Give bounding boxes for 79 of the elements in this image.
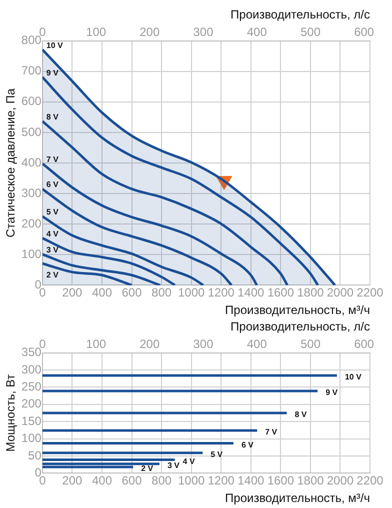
series-label: 10 V [46,40,64,50]
y-tick-label: 100 [21,431,42,446]
x-tick-label: 2200 [356,286,384,300]
line-series [42,253,162,286]
x-tick-label: 600 [122,474,142,488]
x2-tick-label: 100 [86,24,106,39]
x-axis-title: Производительность, м³/ч [225,491,370,506]
series-label: 4 V [46,229,60,238]
x-axis-title: Производительность, м³/ч [225,303,370,318]
x-tick-label: 1400 [238,474,265,488]
x-tick-label: 600 [122,286,142,300]
y-tick-label: 200 [21,216,42,230]
series-label: 3 V [46,246,60,255]
y-tick-label: 600 [21,94,42,108]
series-label: 3 V [167,461,180,470]
series-label: 2 V [141,464,154,474]
y-tick-label: 400 [21,155,42,170]
y-tick-label: 100 [21,246,42,261]
x-tick-label: 1000 [178,286,205,300]
series-label: 6 V [46,180,60,190]
x-tick-label: 2000 [326,286,354,300]
line-series [42,215,204,286]
series-label: 6 V [241,440,254,450]
x2-tick-label: 200 [140,336,160,351]
x2-tick-label: 600 [354,336,374,351]
x-tick-label: 800 [152,474,172,488]
x-tick-label: 200 [62,286,83,300]
series-label: 7 V [46,154,60,164]
y-axis-title: Статическое давление, Па [4,88,18,238]
series-label: 4 V [182,456,196,466]
x2-tick-label: 300 [193,336,214,351]
x2-tick-label: 500 [300,24,321,39]
line-series [42,120,289,286]
x-tick-label: 1800 [297,474,324,488]
x2-tick-label: 200 [140,24,160,39]
x2-tick-label: 300 [193,24,214,39]
y-tick-label: 300 [21,186,42,200]
x-tick-label: 1200 [208,286,235,300]
line-series [42,236,176,286]
x2-axis-title: Производительность, л/с [230,320,370,334]
x-tick-label: 400 [92,474,112,488]
y-tick-label: 50 [28,448,42,462]
x-tick-label: 1600 [267,286,294,300]
x2-tick-label: 400 [246,336,268,351]
x-tick-label: 2000 [326,474,354,488]
line-series [42,262,134,286]
x-tick-label: 400 [92,286,112,300]
x-tick-label: 2200 [356,474,384,488]
y-axis-title: Мощность, Вт [4,374,18,452]
series-label: 8 V [294,410,308,420]
x2-tick-label: 400 [246,24,268,39]
series-label: 10 V [344,372,362,382]
x2-axis-title: Производительность, л/с [230,8,370,22]
series-label: 8 V [46,112,60,122]
x2-tick-label: 500 [300,336,321,351]
y-tick-label: 700 [21,64,42,78]
x-tick-label: 1000 [178,474,205,488]
x2-tick-label: 100 [86,336,106,351]
series-label: 9 V [326,388,338,398]
series-label: 5 V [46,208,60,217]
series-label: 2 V [46,270,60,280]
x-tick-label: 1400 [238,286,265,300]
line-series [42,76,320,286]
x-tick-label: 800 [152,286,172,300]
y-tick-label: 200 [21,396,42,411]
x-tick-label: 1200 [208,474,235,488]
series-label: 5 V [210,450,224,460]
y-tick-label: 500 [21,124,42,139]
series-label: 9 V [46,68,60,78]
line-series [42,162,258,286]
y-tick-label: 150 [21,414,42,428]
x2-tick-label: 600 [354,24,374,39]
y-tick-label: 250 [21,380,42,394]
series-label: 7 V [265,428,278,437]
x-tick-label: 1800 [297,286,324,300]
y-tick-label: 300 [21,362,42,376]
x-tick-label: 200 [62,474,83,488]
x-tick-label: 1600 [267,474,294,488]
line-series [42,188,233,286]
